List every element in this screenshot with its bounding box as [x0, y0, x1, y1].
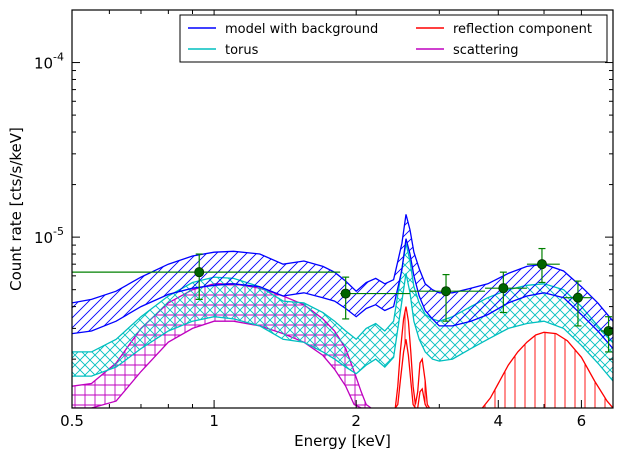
legend-item-model-with-background: model with background: [188, 22, 378, 37]
series-reflection-component: [394, 306, 613, 408]
x-tick-label: 4: [494, 412, 504, 430]
line-upper-reflection-component: [394, 306, 431, 408]
axes: 0.5 1 2 4 6 10-5 10-4: [34, 9, 614, 430]
legend-label: reflection component: [453, 22, 592, 37]
plot-area: [72, 214, 613, 408]
data-marker: [194, 267, 205, 278]
series-model-with-background: [72, 214, 613, 350]
data-point-2: [340, 276, 410, 320]
data-point-5: [526, 247, 560, 284]
y-axis-label: Count rate [cts/s/keV]: [7, 127, 25, 291]
legend-label: torus: [225, 43, 259, 58]
legend-item-reflection-component: reflection component: [416, 22, 592, 37]
x-tick-label: 0.5: [60, 412, 84, 430]
plot-frame: [71, 9, 614, 409]
data-marker: [441, 286, 452, 297]
y-tick-label: 10-4: [34, 51, 64, 73]
y-tick-label: 10-5: [34, 225, 64, 247]
data-point-7: [600, 316, 613, 353]
legend-item-torus: torus: [188, 43, 259, 58]
x-tick-label: 6: [577, 412, 587, 430]
data-marker: [498, 283, 509, 294]
data-point-6: [563, 280, 592, 327]
legend-item-scattering: scattering: [416, 43, 519, 58]
band2-reflection-component: [482, 332, 613, 408]
data-points: [72, 247, 613, 353]
line-lower-torus: [72, 273, 613, 382]
legend-label: scattering: [453, 43, 519, 58]
data-point-3: [409, 274, 486, 322]
x-tick-label: 2: [351, 412, 361, 430]
data-marker: [536, 259, 547, 270]
data-marker: [340, 288, 351, 299]
data-point-1: [72, 253, 341, 300]
data-marker: [572, 292, 583, 303]
legend: model with background reflection componen…: [179, 14, 608, 63]
legend-label: model with background: [225, 22, 378, 37]
line-lower-model-with-background: [72, 238, 613, 350]
data-point-4: [485, 271, 527, 314]
x-axis-label: Energy [keV]: [294, 432, 391, 450]
legend-box: [179, 14, 608, 63]
line-lower-reflection-component: [394, 339, 430, 408]
data-marker: [603, 325, 613, 336]
x-tick-label: 1: [209, 412, 219, 430]
band-model-with-background: [72, 214, 613, 349]
plot-clip-group: [72, 214, 613, 408]
band-reflection-component: [395, 306, 430, 408]
line-upper-model-with-background: [72, 214, 613, 322]
line-upper2-reflection-component: [481, 331, 613, 408]
